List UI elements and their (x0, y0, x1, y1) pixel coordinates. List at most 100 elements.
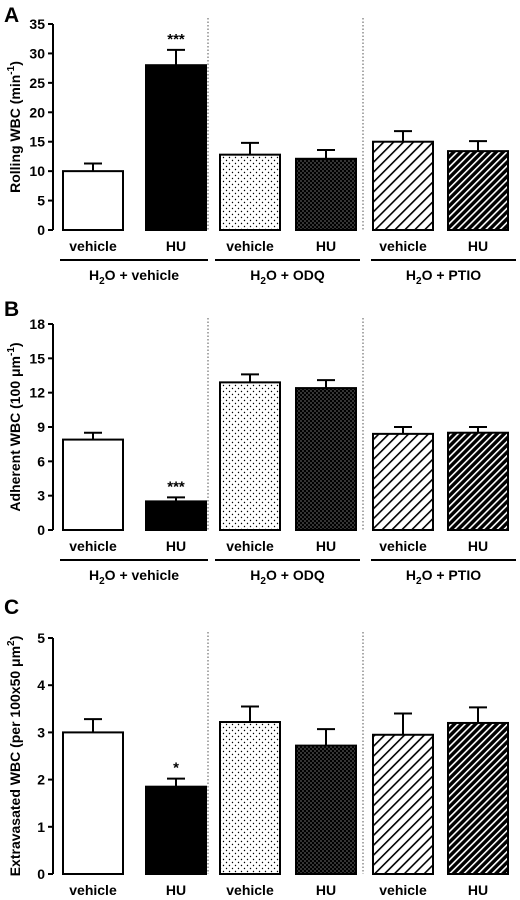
group-label-main: H (250, 267, 260, 283)
group-label: H2O + ODQ (250, 267, 325, 287)
category-label: HU (166, 238, 186, 254)
y-tick-label: 4 (37, 677, 45, 693)
group-label-main: H (250, 567, 260, 583)
bar (219, 381, 281, 531)
y-tick-label: 15 (29, 350, 45, 366)
bar (447, 150, 509, 231)
y-tick-label: 1 (37, 819, 45, 835)
group-label: H2O + PTIO (406, 267, 481, 287)
y-axis-label-main: Adherent WBC (100 μm (7, 356, 23, 512)
group-label-tail: O + ODQ (266, 567, 325, 583)
bar (62, 731, 124, 876)
group-label-subscript: 2 (416, 276, 422, 287)
group-label-subscript: 2 (99, 276, 105, 287)
category-label: HU (316, 882, 336, 898)
group-label-tail: O + ODQ (266, 267, 325, 283)
category-label: vehicle (226, 538, 274, 554)
y-tick-label: 15 (29, 134, 45, 150)
y-tick-label: 0 (37, 866, 45, 882)
group-label-subscript: 2 (260, 576, 266, 587)
category-label: vehicle (379, 538, 427, 554)
bar (372, 140, 434, 231)
category-label: HU (316, 538, 336, 554)
y-tick-label: 9 (37, 419, 45, 435)
y-tick-label: 0 (37, 222, 45, 238)
y-tick-label: 5 (37, 193, 45, 209)
y-tick-label: 10 (29, 163, 45, 179)
category-label: vehicle (69, 238, 117, 254)
category-label: vehicle (379, 882, 427, 898)
y-tick-label: 30 (29, 45, 45, 61)
group-label: H2O + vehicle (89, 567, 179, 587)
bar (295, 387, 357, 532)
y-axis-label-main: Rolling WBC (min (7, 75, 23, 193)
group-label-subscript: 2 (416, 576, 422, 587)
group-label-subscript: 2 (99, 576, 105, 587)
y-axis-label-tail: ) (7, 61, 23, 66)
y-axis-label-superscript: 2 (6, 640, 17, 646)
bar (219, 721, 281, 875)
bar (372, 733, 434, 876)
category-label: vehicle (226, 238, 274, 254)
panel-letter: C (4, 596, 19, 619)
y-tick-label: 3 (37, 488, 45, 504)
group-label-tail: O + PTIO (422, 567, 482, 583)
bar (295, 744, 357, 876)
significance-label: *** (167, 31, 185, 48)
y-axis-label-main: Extravasated WBC (per 100x50 μm (7, 646, 23, 876)
bar (145, 785, 207, 875)
bar (219, 153, 281, 231)
y-tick-label: 12 (29, 385, 45, 401)
group-label-main: H (406, 567, 416, 583)
group-label-tail: O + vehicle (105, 567, 180, 583)
group-label: H2O + ODQ (250, 567, 325, 587)
category-label: HU (166, 538, 186, 554)
category-label: vehicle (69, 882, 117, 898)
bar (145, 64, 207, 231)
category-label: HU (468, 882, 488, 898)
bar (447, 721, 509, 876)
bar (62, 170, 124, 231)
y-tick-label: 6 (37, 453, 45, 469)
significance-label: * (173, 760, 179, 777)
y-tick-label: 20 (29, 104, 45, 120)
category-label: vehicle (69, 538, 117, 554)
category-label: HU (468, 238, 488, 254)
y-tick-label: 18 (29, 316, 45, 332)
significance-label: *** (167, 478, 185, 495)
group-label-subscript: 2 (260, 276, 266, 287)
group-label-tail: O + vehicle (105, 267, 180, 283)
category-label: HU (316, 238, 336, 254)
group-label-main: H (406, 267, 416, 283)
panel-letter: B (4, 298, 19, 321)
y-tick-label: 3 (37, 724, 45, 740)
y-tick-label: 25 (29, 75, 45, 91)
group-label: H2O + PTIO (406, 567, 481, 587)
y-tick-label: 0 (37, 522, 45, 538)
bar (62, 438, 124, 532)
y-tick-label: 35 (29, 16, 45, 32)
y-axis-label-superscript: -1 (6, 65, 17, 74)
y-tick-label: 2 (37, 772, 45, 788)
category-label: HU (166, 882, 186, 898)
panel-letter: A (4, 4, 19, 27)
bar (295, 157, 357, 231)
group-label: H2O + vehicle (89, 267, 179, 287)
panel-a: A 0 5 10 15 20 25 30 35 Rolling WBC (min-1) vehicl… (4, 4, 516, 287)
category-label: vehicle (379, 238, 427, 254)
category-label: HU (468, 538, 488, 554)
y-axis-label-tail: ) (7, 342, 23, 347)
y-axis-label-superscript: -1 (6, 347, 17, 356)
y-axis-label: Adherent WBC (100 μm-1) (6, 342, 23, 511)
y-tick-label: 5 (37, 630, 45, 646)
bar (372, 432, 434, 531)
group-label-main: H (89, 267, 99, 283)
group-label-tail: O + PTIO (422, 267, 482, 283)
bar (447, 431, 509, 532)
y-axis-label-tail: ) (7, 636, 23, 641)
category-label: vehicle (226, 882, 274, 898)
y-axis-label: Extravasated WBC (per 100x50 μm2) (6, 636, 23, 877)
